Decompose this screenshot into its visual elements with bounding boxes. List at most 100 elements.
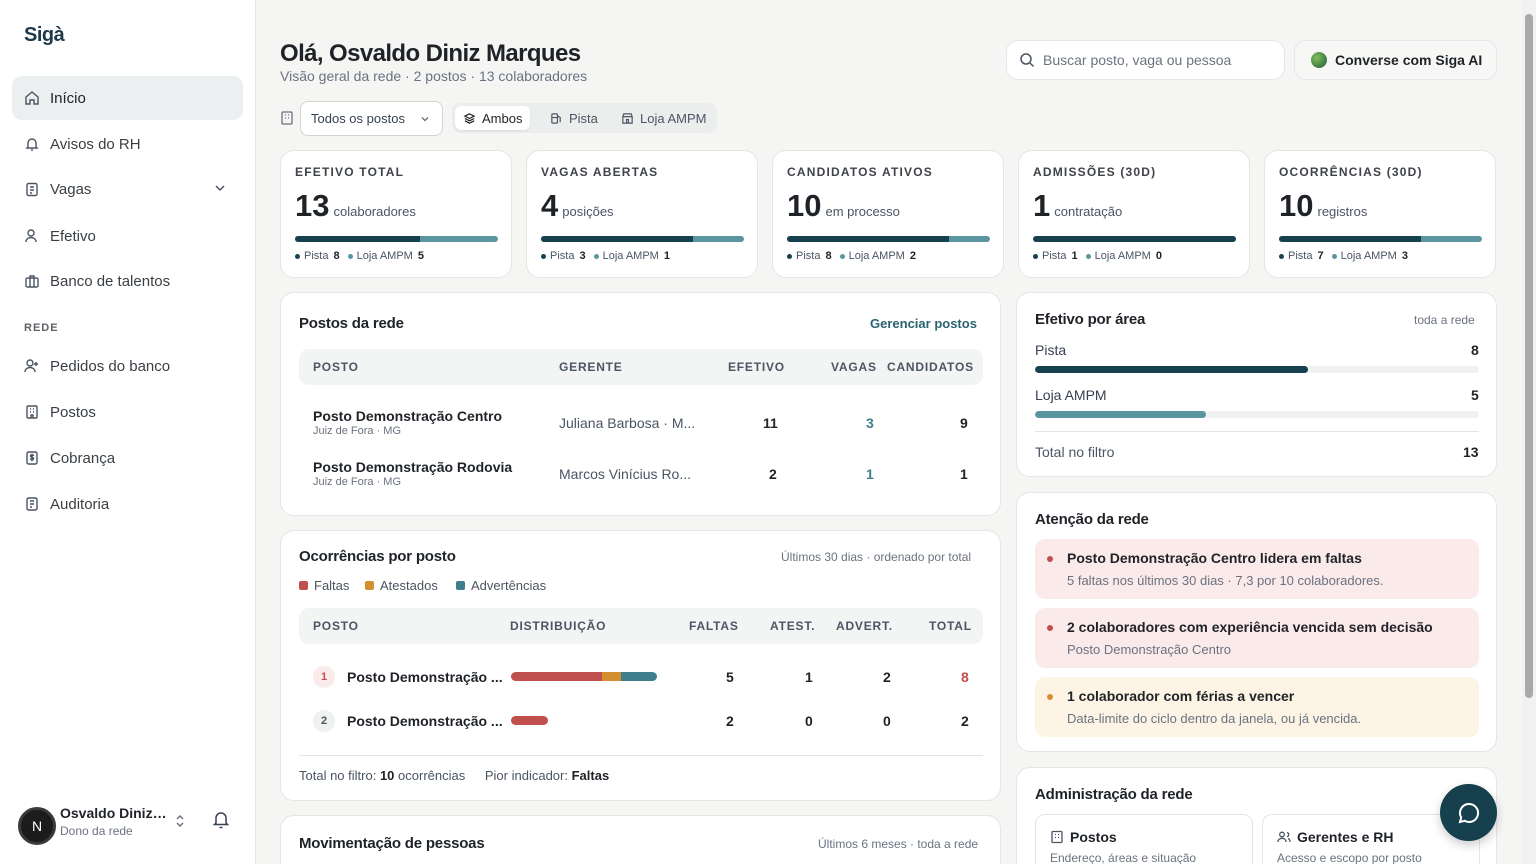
page-title: Olá, Osvaldo Diniz Marques (280, 40, 581, 67)
stat-progress-bar (295, 236, 498, 242)
ocorrencias-table-header: POSTO DISTRIBUIÇÃO FALTAS ATEST. ADVERT.… (299, 608, 983, 644)
posto-name[interactable]: Posto Demonstração ... (347, 669, 503, 685)
stat-label: EFETIVO TOTAL (295, 165, 405, 179)
alert-ferias[interactable]: 1 colaborador com férias a vencer Data-l… (1035, 677, 1479, 737)
posto-name[interactable]: Posto Demonstração ... (347, 713, 503, 729)
postos-table-header: POSTO GERENTE EFETIVO VAGAS CANDIDATOS (299, 349, 983, 385)
sidebar-item-label: Pedidos do banco (50, 357, 171, 375)
movimentacao-period: Últimos 6 meses · toda a rede (818, 837, 979, 851)
segment-label: Loja AMPM (640, 110, 707, 126)
posto-vagas[interactable]: 3 (866, 415, 874, 431)
siga-ai-label: Converse com Siga AI (1335, 52, 1483, 68)
building-icon (1051, 830, 1063, 844)
segment-pista[interactable]: Pista (542, 106, 606, 130)
user-menu[interactable]: N Osvaldo Diniz Marques Dono da rede (18, 804, 243, 848)
scrollbar-thumb[interactable] (1525, 14, 1533, 698)
alert-faltas[interactable]: Posto Demonstração Centro lidera em falt… (1035, 539, 1479, 599)
sidebar-item-banco[interactable]: Banco de talentos (12, 259, 243, 303)
sidebar-item-vagas[interactable]: Vagas (12, 167, 243, 211)
alert-dot (1047, 694, 1053, 700)
area-bar-loja (1035, 411, 1479, 418)
sidebar-item-pedidos[interactable]: Pedidos do banco (12, 344, 243, 388)
posto-name[interactable]: Posto Demonstração Centro (313, 408, 503, 424)
col-efetivo: EFETIVO (728, 360, 785, 374)
stat-value: 13 colaboradores (295, 188, 416, 223)
posto-vagas[interactable]: 1 (866, 466, 874, 482)
notifications-bell-icon[interactable] (212, 810, 230, 830)
search-input[interactable]: Buscar posto, vaga ou pessoa (1006, 40, 1285, 80)
area-total-value: 13 (1463, 444, 1479, 460)
sidebar-item-auditoria[interactable]: Auditoria (12, 482, 243, 526)
section-label-rede: REDE (24, 322, 59, 334)
posto-city: Juiz de Fora · MG (313, 425, 402, 437)
stat-value: 4 posições (541, 188, 614, 223)
stat-card-vagas[interactable]: VAGAS ABERTAS 4 posições Pista 3 Loja AMPM… (526, 150, 758, 278)
users-icon (24, 228, 40, 244)
audit-icon (24, 496, 40, 512)
admin-tile-title: Gerentes e RH (1277, 829, 1393, 845)
segment-label: Ambos (482, 110, 523, 126)
stat-legend: Pista 1 Loja AMPM 0 (1033, 250, 1170, 262)
stat-progress-bar (541, 236, 744, 242)
chevron-updown-icon[interactable] (173, 812, 187, 830)
stat-card-candidatos[interactable]: CANDIDATOS ATIVOS 10 em processo Pista 8 L… (772, 150, 1004, 278)
stat-progress-bar (1279, 236, 1482, 242)
alert-experiencia[interactable]: 2 colaboradores com experiência vencida … (1035, 608, 1479, 668)
sidebar-item-label: Auditoria (50, 495, 110, 513)
stat-card-ocorrencias[interactable]: OCORRÊNCIAS (30D) 10 registros Pista 7 Loj… (1264, 150, 1496, 278)
segment-ambos[interactable]: Ambos (455, 106, 531, 130)
col-candidatos: CANDIDATOS (887, 360, 974, 374)
sidebar-item-label: Cobrança (50, 449, 116, 467)
atencao-title: Atenção da rede (1035, 511, 1149, 528)
stat-progress-bar (1033, 236, 1236, 242)
sidebar-item-postos[interactable]: Postos (12, 390, 243, 434)
ocorrencias-period: Últimos 30 dias · ordenado por total (781, 550, 972, 564)
siga-ai-button[interactable]: Converse com Siga AI (1294, 40, 1497, 80)
segment-loja[interactable]: Loja AMPM (613, 106, 714, 130)
posto-efetivo: 11 (763, 415, 778, 431)
layers-icon (463, 112, 476, 124)
stat-legend: Pista 8 Loja AMPM 2 (787, 250, 924, 262)
chat-bubble-icon (1458, 802, 1479, 823)
search-icon (1020, 53, 1035, 68)
stat-card-admissoes[interactable]: ADMISSÕES (30D) 1 contratação Pista 1 Loja… (1018, 150, 1250, 278)
chevron-down-icon[interactable] (213, 181, 227, 195)
efetivo-area-card: Efetivo por área toda a rede Pista 8 Loj… (1016, 292, 1497, 477)
sidebar-item-inicio[interactable]: Início (12, 76, 243, 120)
posto-select[interactable]: Todos os postos (300, 101, 443, 136)
area-bar-fill (1035, 411, 1206, 418)
area-total-label: Total no filtro (1035, 444, 1115, 460)
chevron-down-icon (421, 117, 429, 122)
sidebar-item-label: Efetivo (50, 227, 96, 245)
gerenciar-postos-link[interactable]: Gerenciar postos (870, 316, 977, 331)
sidebar-item-efetivo[interactable]: Efetivo (12, 214, 243, 258)
posto-name[interactable]: Posto Demonstração Rodovia (313, 459, 513, 475)
posto-candidatos: 9 (960, 415, 968, 431)
sidebar: Sigà Início Avisos do RH Vagas Efetivo B… (0, 0, 256, 864)
legend-faltas: Faltas (299, 578, 349, 593)
sidebar-item-cobranca[interactable]: Cobrança (12, 436, 243, 480)
store-icon (622, 112, 633, 124)
area-value-loja: 5 (1471, 387, 1479, 403)
admin-tile-postos[interactable]: Postos Endereço, áreas e situação (1035, 814, 1253, 864)
sidebar-item-label: Postos (50, 403, 96, 421)
stat-bar-fill (1279, 236, 1422, 242)
sidebar-item-avisos[interactable]: Avisos do RH (12, 122, 243, 166)
distribution-bar (511, 672, 657, 681)
sidebar-item-label: Banco de talentos (50, 272, 171, 290)
chat-button[interactable] (1440, 784, 1497, 841)
scrollbar[interactable] (1522, 0, 1536, 864)
clipboard-icon (24, 181, 40, 197)
alert-title: Posto Demonstração Centro lidera em falt… (1067, 550, 1362, 566)
brand-logo[interactable]: Sigà (24, 24, 65, 46)
admin-tile-sub: Endereço, áreas e situação (1050, 851, 1197, 864)
briefcase-icon (24, 273, 40, 289)
stat-bar-fill (295, 236, 420, 242)
area-bar-pista (1035, 366, 1479, 373)
posto-manager: Marcos Vinícius Ro... (559, 466, 692, 482)
stat-card-efetivo[interactable]: EFETIVO TOTAL 13 colaboradores Pista 8 Loj… (280, 150, 512, 278)
stat-value: 10 registros (1279, 188, 1368, 223)
alert-subtitle: 5 faltas nos últimos 30 dias · 7,3 por 1… (1067, 573, 1384, 588)
admin-title: Administração da rede (1035, 786, 1193, 803)
rank-badge: 1 (313, 666, 335, 688)
